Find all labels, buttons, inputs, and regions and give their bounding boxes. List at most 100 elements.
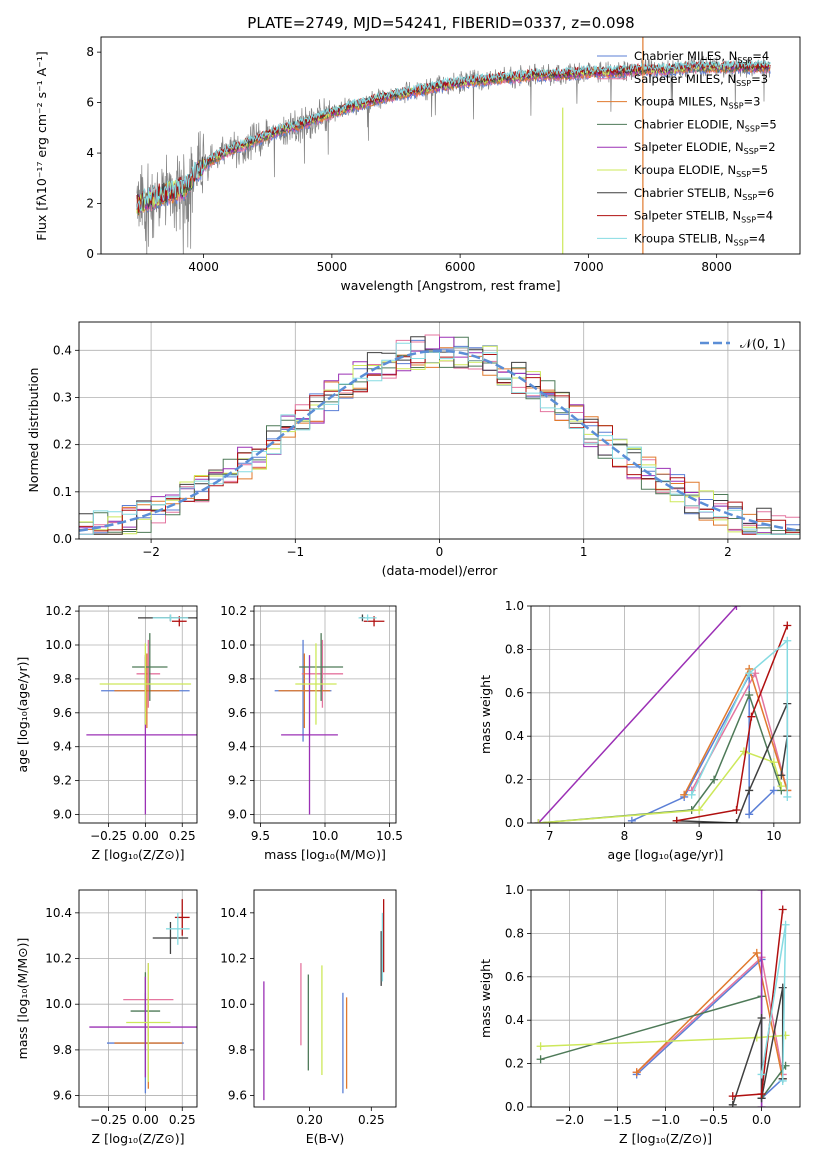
- y-tick-label: 10.0: [45, 997, 72, 1011]
- age-vs-metallicity-panel: −0.25 0.00 0.25 9.0 9.2 9.4 9.6 9.8 10.0 10.2 Z [l…: [15, 604, 198, 862]
- grid-lines: [79, 890, 197, 1107]
- weight-marker: [536, 1055, 545, 1064]
- spectrum-panel: 4000 5000 6000 7000 8000 0 2 4 6 8 wavelength [Ang…: [34, 36, 801, 293]
- x-axis-label: mass [log₁₀(M/M⊙)]: [264, 847, 386, 862]
- x-tick-label: 9: [695, 829, 703, 843]
- y-tick-label: 9.4: [53, 740, 72, 754]
- y-tick-label: 10.2: [220, 604, 247, 618]
- weight-marker: [745, 786, 754, 795]
- y-tick-label: 8: [86, 45, 94, 59]
- axes-frame: [530, 605, 801, 824]
- weight-marker: [536, 1042, 545, 1051]
- y-tick-label: 10.4: [45, 906, 72, 920]
- plot-area: [89, 899, 197, 1094]
- plot-area: [136, 37, 771, 254]
- weight-line: [540, 1034, 786, 1047]
- y-tick-label: 9.0: [53, 808, 72, 822]
- weight-marker: [680, 790, 689, 799]
- x-axis-label: Z [log₁₀(Z/Z⊙)]: [92, 847, 185, 862]
- weight-marker: [752, 948, 761, 957]
- y-tick-label: 0.8: [505, 926, 524, 940]
- y-tick-label: 1.0: [505, 883, 524, 897]
- x-tick-label: 0.0: [752, 1113, 771, 1127]
- y-tick-label: 10.2: [220, 952, 247, 966]
- legend: 𝒩(0, 1): [700, 336, 786, 351]
- weight-line: [691, 671, 789, 791]
- weight-marker: [778, 983, 787, 992]
- y-tick-label: 9.6: [53, 1089, 72, 1103]
- weight-marker: [672, 816, 681, 823]
- plot-area: [534, 606, 792, 823]
- x-tick-label: 8000: [701, 260, 732, 274]
- x-tick-label: 7000: [573, 260, 604, 274]
- y-tick-label: 0.2: [505, 1057, 524, 1071]
- legend-label: Kroupa ELODIE, NSSP=5: [634, 163, 768, 179]
- y-tick-label: 10.2: [45, 952, 72, 966]
- y-tick-label: 4: [86, 146, 94, 160]
- weight-marker: [769, 786, 778, 795]
- weight-marker: [778, 905, 787, 914]
- weight-line: [691, 639, 789, 797]
- legend: Chabrier MILES, NSSP=4 Salpeter MILES, NS…: [597, 49, 777, 247]
- x-tick-label: 0.25: [169, 829, 196, 843]
- y-tick-label: 1.0: [505, 599, 524, 613]
- y-tick-label: 0.0: [505, 1100, 524, 1114]
- x-tick-label: 5000: [317, 260, 348, 274]
- y-tick-label: 9.8: [53, 672, 72, 686]
- y-axis-label: Normed distribution: [26, 368, 41, 493]
- y-tick-label: 0.4: [505, 1013, 524, 1027]
- x-axis-label: E(B-V): [306, 1131, 345, 1146]
- y-tick-label: 0.2: [505, 773, 524, 787]
- age-vs-mass-panel: 9.5 10.0 10.5 9.0 9.2 9.4 9.6 9.8 10.0 10.2 mass […: [220, 604, 403, 862]
- y-tick-label: 9.2: [53, 774, 72, 788]
- legend-label: Salpeter ELODIE, NSSP=2: [634, 140, 776, 156]
- x-tick-label: 1: [580, 545, 588, 559]
- mass-vs-ebv-panel: 0.20 0.25 9.6 9.8 10.0 10.2 10.4 E(B-V): [220, 889, 397, 1146]
- x-tick-label: 0.00: [132, 1113, 159, 1127]
- weight-marker: [783, 792, 792, 801]
- weight-marker: [728, 1100, 737, 1107]
- histogram-series: [79, 342, 800, 535]
- y-axis-label: Flux [fλ10⁻¹⁷ erg cm⁻² s⁻¹ A⁻¹]: [34, 51, 49, 240]
- weight-marker: [757, 890, 766, 894]
- y-tick-label: 10.4: [220, 906, 247, 920]
- y-tick-label: 10.0: [220, 638, 247, 652]
- weight-marker: [783, 636, 792, 645]
- x-axis-label: Z [log₁₀(Z/Z⊙)]: [92, 1131, 185, 1146]
- x-tick-label: 9.5: [251, 829, 270, 843]
- weight-marker: [534, 819, 543, 823]
- weight-line: [732, 987, 784, 1106]
- x-tick-label: 6000: [445, 260, 476, 274]
- x-tick-label: 0: [436, 545, 444, 559]
- x-tick-label: −0.25: [90, 1113, 127, 1127]
- weight-marker: [745, 669, 754, 678]
- weight-marker: [757, 1089, 766, 1098]
- legend-label: Chabrier STELIB, NSSP=6: [634, 186, 774, 202]
- y-tick-label: 9.8: [228, 672, 247, 686]
- histogram-series: [79, 336, 800, 535]
- y-tick-label: 0.1: [53, 485, 72, 499]
- residual-histogram-panel: −2 −1 0 1 2 0.0 0.1 0.2 0.3 0.4 (data-model)/error…: [26, 321, 801, 578]
- histogram-series: [79, 345, 800, 535]
- weight-vs-metallicity-panel: −2.0 −1.5 −1.0 −0.5 0.0 0.0 0.2 0.4 0.6 0.8 1.0 Z […: [478, 883, 801, 1146]
- weight-marker: [757, 1070, 766, 1079]
- figure-title: PLATE=2749, MJD=54241, FIBERID=0337, z=0…: [247, 14, 634, 32]
- x-tick-label: −1.0: [651, 1113, 680, 1127]
- x-tick-label: −0.5: [699, 1113, 728, 1127]
- mass-vs-metallicity-panel: −0.25 0.00 0.25 9.6 9.8 10.0 10.2 10.4 Z [log₁₀(…: [15, 889, 198, 1146]
- weight-line: [676, 703, 789, 823]
- weight-marker: [627, 816, 636, 823]
- x-axis-label: wavelength [Angstrom, rest frame]: [340, 278, 560, 293]
- y-tick-label: 9.8: [228, 1043, 247, 1057]
- x-tick-label: 10: [766, 829, 781, 843]
- y-tick-label: 6: [86, 96, 94, 110]
- x-tick-label: 8: [621, 829, 629, 843]
- weight-marker: [777, 771, 786, 780]
- y-tick-label: 0.6: [505, 970, 524, 984]
- x-tick-label: 10.0: [312, 829, 339, 843]
- weight-marker: [745, 690, 754, 699]
- axes-frame: [100, 36, 801, 255]
- weight-marker: [757, 1103, 766, 1107]
- legend-label: 𝒩(0, 1): [740, 336, 786, 351]
- y-axis-label: mass [log₁₀(M/M⊙)]: [15, 938, 30, 1060]
